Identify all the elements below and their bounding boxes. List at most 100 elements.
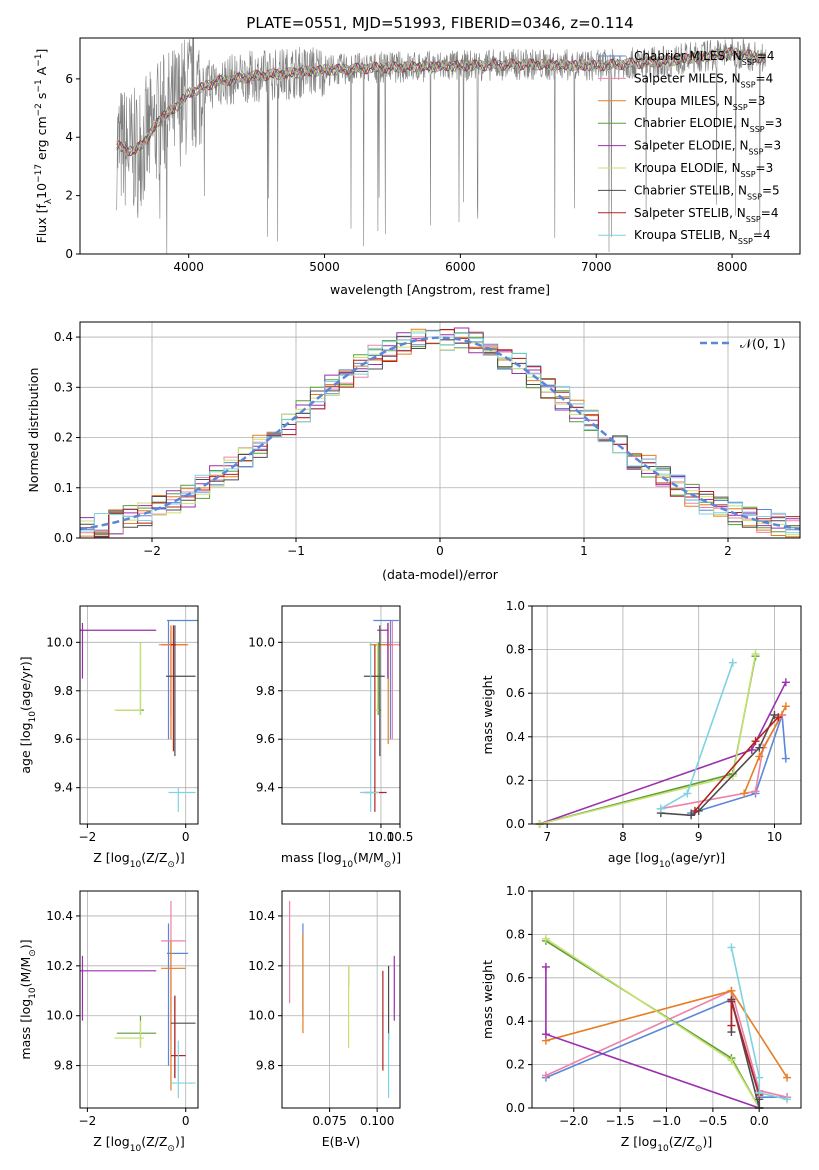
y-tick-label: 0.4 — [506, 1014, 525, 1028]
label-part: N — [733, 49, 742, 63]
y-tick-label: 9.4 — [256, 781, 275, 795]
x-tick-label: 0.0 — [750, 1114, 769, 1128]
y-tick-label: 10.0 — [46, 1009, 73, 1023]
mass-vs-Z-frame — [79, 890, 199, 1109]
x-tick-label: 10.5 — [387, 830, 414, 844]
label-part: −1 — [34, 79, 44, 92]
weight-marker — [727, 1056, 736, 1065]
y-tick-label: 0.2 — [506, 1058, 525, 1072]
y-tick-label: 0.6 — [506, 971, 525, 985]
label-part: )] — [175, 850, 185, 865]
y-tick-label: 4 — [65, 130, 73, 144]
label-part: ⊙ — [384, 860, 392, 870]
y-tick-label: 9.6 — [256, 732, 275, 746]
y-tick-label: 0.0 — [54, 531, 73, 545]
weight-marker — [541, 934, 550, 943]
label-part: N — [732, 71, 741, 85]
y-tick-label: 0.8 — [506, 927, 525, 941]
label-part: (M/M — [353, 850, 384, 865]
label-part: 3 — [766, 161, 774, 175]
y-tick-label: 10.2 — [248, 959, 275, 973]
weight-marker — [727, 943, 736, 952]
legend-entry: Salpeter STELIB, NSSP=4 — [634, 206, 778, 224]
x-tick-label: 0 — [436, 544, 444, 558]
age-vs-mass-frame — [281, 605, 401, 825]
label-part: (age/yr)] — [18, 656, 33, 711]
y-tick-label: 0.2 — [54, 431, 73, 445]
weight-marker — [683, 789, 692, 798]
label-part: Kroupa ELODIE — [634, 161, 724, 175]
weight-vs-Z-ylabel: mass weight — [480, 960, 495, 1039]
y-tick-label: 6 — [65, 72, 73, 86]
y-tick-label: 10.2 — [46, 959, 73, 973]
y-tick-label: 0.6 — [506, 686, 525, 700]
histogram-ylabel: Normed distribution — [26, 368, 41, 493]
label-part: ⊙ — [28, 949, 38, 957]
label-part: 5 — [772, 183, 780, 197]
mass-vs-EBV-xlabel: E(B-V) — [322, 1134, 361, 1149]
label-part: Kroupa STELIB — [634, 228, 721, 242]
weight-marker — [727, 1021, 736, 1030]
weight-vs-Z-frame — [531, 890, 802, 1109]
label-part: Z [log — [93, 1134, 129, 1149]
label-part: N — [737, 206, 746, 220]
age-vs-Z-xlabel: Z [log10(Z/Z⊙)] — [93, 850, 184, 870]
weight-marker — [751, 787, 760, 796]
legend-entry: Salpeter ELODIE, NSSP=3 — [634, 139, 781, 157]
y-tick-label: 0.0 — [506, 817, 525, 831]
label-part: −2 — [34, 103, 44, 116]
label-part: N — [741, 116, 750, 130]
y-tick-label: 9.8 — [54, 1059, 73, 1073]
age-vs-Z-ylabel: age [log10(age/yr)] — [18, 656, 38, 773]
x-tick-label: 1 — [580, 544, 588, 558]
weight-marker — [781, 754, 790, 763]
x-tick-label: −2.0 — [559, 1114, 588, 1128]
weight-marker — [774, 713, 783, 722]
label-part: 10 — [34, 183, 49, 199]
label-part: Salpeter MILES — [634, 71, 724, 85]
x-tick-label: −2 — [79, 1114, 97, 1128]
spectrum-ylabel: Flux [fλ10−17 erg cm−2 s−1 A−1] — [34, 49, 54, 244]
y-tick-label: 0.1 — [54, 481, 73, 495]
weight-marker — [755, 1073, 764, 1082]
label-part: Flux [f — [34, 204, 49, 244]
weight-marker — [728, 658, 737, 667]
weight-marker — [727, 986, 736, 995]
weight-marker — [541, 1071, 550, 1080]
label-part: N — [729, 228, 738, 242]
y-tick-label: 1.0 — [506, 884, 525, 898]
legend-entry: Kroupa STELIB, NSSP=4 — [634, 228, 771, 246]
weight-marker — [781, 678, 790, 687]
label-part: 10 — [28, 987, 38, 999]
label-part: Salpeter ELODIE — [634, 139, 732, 153]
weight-line — [690, 714, 787, 814]
label-part: 10 — [130, 1144, 142, 1154]
label-part: ] — [34, 49, 49, 54]
label-part: N — [732, 161, 741, 175]
x-tick-label: −1 — [287, 544, 305, 558]
label-part: 10 — [130, 860, 142, 870]
legend-entry: Kroupa ELODIE, NSSP=3 — [634, 161, 773, 179]
label-part: (M/M — [18, 957, 33, 988]
x-tick-label: −0.5 — [698, 1114, 727, 1128]
label-part: (Z/Z — [141, 850, 167, 865]
x-tick-label: 10.0 — [368, 830, 395, 844]
x-tick-label: 0.075 — [312, 1114, 346, 1128]
weight-marker — [755, 752, 764, 761]
label-part: λ — [44, 198, 54, 204]
y-tick-label: 10.0 — [248, 635, 275, 649]
mass-vs-Z-ylabel: mass [log10(M/M⊙)] — [18, 939, 38, 1059]
label-part: )] — [702, 1134, 712, 1149]
label-part: s — [34, 93, 49, 104]
histogram-xlabel: (data-model)/error — [382, 567, 499, 582]
label-part: N — [739, 139, 748, 153]
label-part: Kroupa MILES — [634, 94, 716, 108]
x-tick-label: 9 — [695, 830, 703, 844]
label-part: )] — [175, 1134, 185, 1149]
label-part: 4 — [766, 71, 774, 85]
label-part: )] — [391, 850, 401, 865]
x-tick-label: −2 — [79, 830, 97, 844]
label-part: Z [log — [93, 850, 129, 865]
